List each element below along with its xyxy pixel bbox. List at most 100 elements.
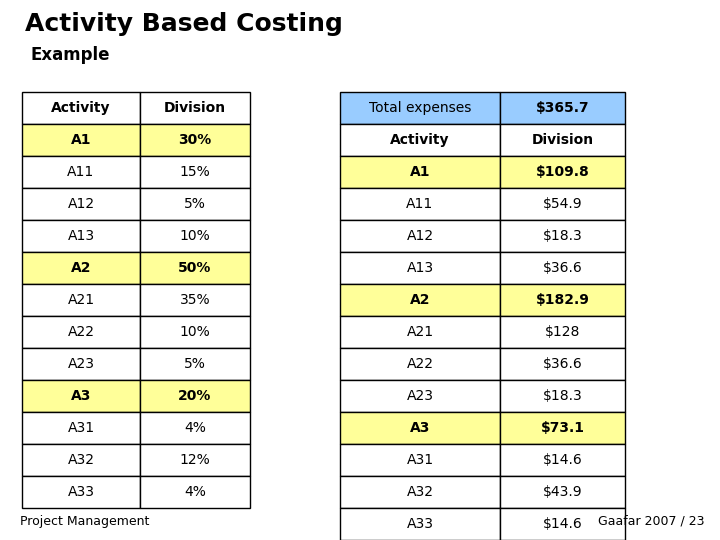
Bar [140, 188, 250, 220]
Text: $365.7: $365.7 [536, 101, 589, 115]
Bar [22, 284, 140, 316]
Text: $54.9: $54.9 [543, 197, 582, 211]
Text: $128: $128 [545, 325, 580, 339]
Text: A2: A2 [71, 261, 91, 275]
Bar [500, 284, 625, 316]
Text: $109.8: $109.8 [536, 165, 590, 179]
Bar [140, 380, 250, 412]
Bar [340, 156, 500, 188]
Text: 50%: 50% [179, 261, 212, 275]
Bar [500, 92, 625, 124]
Bar [22, 476, 140, 508]
Bar [340, 316, 500, 348]
Text: 4%: 4% [184, 421, 206, 435]
Bar [22, 220, 140, 252]
Bar [22, 92, 140, 124]
Bar [500, 220, 625, 252]
Bar [500, 412, 625, 444]
Bar [500, 252, 625, 284]
Text: A23: A23 [407, 389, 433, 403]
Bar [22, 252, 140, 284]
Text: 5%: 5% [184, 357, 206, 371]
Text: A22: A22 [68, 325, 94, 339]
Bar [500, 188, 625, 220]
Bar [500, 348, 625, 380]
Text: A31: A31 [406, 453, 433, 467]
Text: 20%: 20% [179, 389, 212, 403]
Text: A3: A3 [71, 389, 91, 403]
Text: Activity Based Costing: Activity Based Costing [25, 12, 343, 36]
Bar [140, 476, 250, 508]
Bar [140, 444, 250, 476]
Bar [340, 284, 500, 316]
Bar [140, 220, 250, 252]
Text: A11: A11 [68, 165, 94, 179]
Text: A12: A12 [68, 197, 94, 211]
Text: 10%: 10% [179, 229, 210, 243]
Text: A2: A2 [410, 293, 431, 307]
Bar [340, 412, 500, 444]
Text: $18.3: $18.3 [543, 389, 582, 403]
Bar [340, 252, 500, 284]
Bar [22, 188, 140, 220]
Text: 12%: 12% [179, 453, 210, 467]
Text: A1: A1 [410, 165, 431, 179]
Bar [500, 444, 625, 476]
Text: $36.6: $36.6 [543, 357, 582, 371]
Bar [500, 380, 625, 412]
Text: A21: A21 [406, 325, 433, 339]
Bar [22, 348, 140, 380]
Text: A11: A11 [406, 197, 433, 211]
Bar [500, 124, 625, 156]
Text: 10%: 10% [179, 325, 210, 339]
Text: A3: A3 [410, 421, 430, 435]
Text: Project Management: Project Management [20, 515, 149, 528]
Text: A33: A33 [68, 485, 94, 499]
Bar [22, 124, 140, 156]
Bar [340, 380, 500, 412]
Text: A13: A13 [68, 229, 94, 243]
Text: A31: A31 [68, 421, 94, 435]
Text: A21: A21 [68, 293, 94, 307]
Text: A32: A32 [407, 485, 433, 499]
Text: A33: A33 [407, 517, 433, 531]
Text: $43.9: $43.9 [543, 485, 582, 499]
Bar [22, 380, 140, 412]
Bar [140, 92, 250, 124]
Bar [500, 476, 625, 508]
Bar [340, 188, 500, 220]
Text: Total expenses: Total expenses [369, 101, 471, 115]
Bar [340, 444, 500, 476]
Bar [340, 124, 500, 156]
Text: $14.6: $14.6 [543, 453, 582, 467]
Bar [22, 316, 140, 348]
Text: A13: A13 [406, 261, 433, 275]
Text: $182.9: $182.9 [536, 293, 590, 307]
Bar [140, 156, 250, 188]
Bar [500, 508, 625, 540]
Text: $36.6: $36.6 [543, 261, 582, 275]
Text: Example: Example [30, 46, 109, 64]
Bar [340, 92, 500, 124]
Bar [22, 444, 140, 476]
Text: $14.6: $14.6 [543, 517, 582, 531]
Text: 4%: 4% [184, 485, 206, 499]
Text: A12: A12 [406, 229, 433, 243]
Text: $73.1: $73.1 [541, 421, 585, 435]
Bar [140, 252, 250, 284]
Text: 15%: 15% [179, 165, 210, 179]
Text: Division: Division [164, 101, 226, 115]
Text: 35%: 35% [180, 293, 210, 307]
Text: 5%: 5% [184, 197, 206, 211]
Text: A1: A1 [71, 133, 91, 147]
Text: Gaafar 2007 / 23: Gaafar 2007 / 23 [598, 515, 705, 528]
Bar [340, 348, 500, 380]
Bar [140, 412, 250, 444]
Bar [140, 348, 250, 380]
Text: 30%: 30% [179, 133, 212, 147]
Text: $18.3: $18.3 [543, 229, 582, 243]
Bar [140, 316, 250, 348]
Bar [22, 156, 140, 188]
Text: Activity: Activity [51, 101, 111, 115]
Bar [500, 156, 625, 188]
